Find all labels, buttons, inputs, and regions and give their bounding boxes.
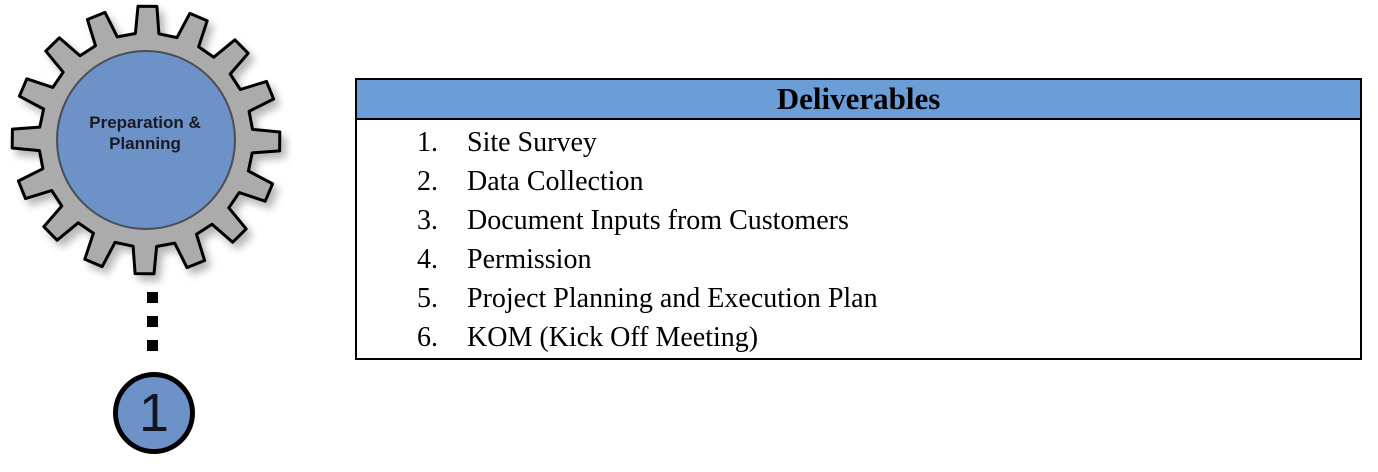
gear-label: Preparation & Planning [89,113,201,153]
connector-dots [147,292,158,351]
connector-dot [147,316,158,327]
list-item-number: 3. [417,205,438,236]
list-item-text: KOM (Kick Off Meeting) [467,322,759,353]
list-item: 1. Site Survey [417,123,1360,162]
list-item-number: 1. [417,127,438,158]
list-item-number: 2. [417,166,438,197]
list-item: 2. Data Collection [417,162,1360,201]
list-item-number: 5. [417,283,438,314]
gear-graphic: Preparation & Planning [0,0,292,296]
gear-hub-circle [56,50,236,230]
list-item-text: Data Collection [467,166,644,197]
list-item: 4. Permission [417,240,1360,279]
list-item: 6. KOM (Kick Off Meeting) [417,318,1360,357]
step-number-badge: 1 [113,372,195,454]
list-item: 3. Document Inputs from Customers [417,201,1360,240]
connector-dot [147,340,158,351]
list-item-text: Site Survey [467,127,597,158]
gear-icon [10,4,282,276]
list-item: 5. Project Planning and Execution Plan [417,279,1360,318]
list-item-number: 6. [417,322,438,353]
list-item-number: 4. [417,244,438,275]
table-header: Deliverables [357,80,1360,120]
connector-dot [147,292,158,303]
step-number: 1 [138,383,170,443]
list-item-text: Project Planning and Execution Plan [467,283,878,314]
list-item-text: Document Inputs from Customers [467,205,849,236]
deliverables-table: Deliverables 1. Site Survey 2. Data Collect… [355,78,1362,360]
list-item-text: Permission [467,244,592,275]
deliverables-list: 1. Site Survey 2. Data Collection 3. Document… [357,120,1360,357]
